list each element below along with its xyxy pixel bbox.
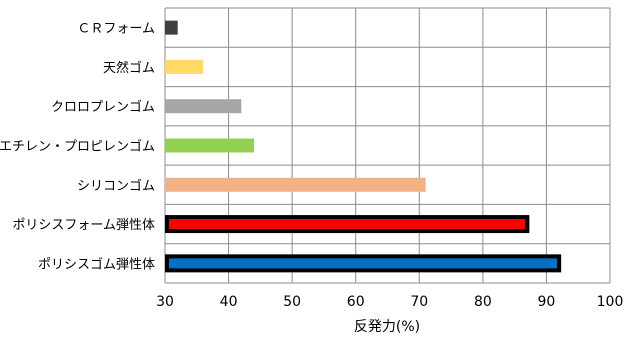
category-label: クロロプレンゴム: [51, 99, 155, 115]
bar: [165, 215, 530, 234]
bars: [165, 20, 562, 273]
x-tick-label: 80: [474, 294, 492, 310]
bar: [165, 138, 254, 153]
category-label: シリコンゴム: [77, 178, 155, 194]
category-labels: ＣＲフォーム天然ゴムクロロプレンゴムエチレン・プロピレンゴムシリコンゴムポリシス…: [0, 22, 155, 273]
x-tick-label: 40: [220, 294, 238, 310]
x-tick-label: 60: [347, 294, 365, 310]
category-label: ＣＲフォーム: [77, 22, 155, 37]
x-tick-label: 90: [538, 294, 556, 310]
x-axis-label: 反発力(%): [354, 319, 420, 335]
bar: [165, 59, 204, 74]
category-label: 天然ゴム: [103, 60, 155, 76]
category-label: ポリシスフォーム弾性体: [12, 218, 155, 233]
bar: [165, 20, 178, 35]
x-tick-label: 100: [597, 294, 624, 310]
bar: [165, 177, 426, 192]
x-tick-label: 50: [283, 294, 301, 310]
bar: [165, 99, 242, 114]
x-tick-labels: 30 40 50 60 70 80 90 100: [156, 294, 623, 310]
x-tick-label: 70: [410, 294, 428, 310]
category-label: エチレン・プロピレンゴム: [0, 139, 155, 155]
category-label: ポリシスゴム弾性体: [38, 256, 155, 272]
x-tick-label: 30: [156, 294, 174, 310]
bar: [165, 254, 562, 273]
